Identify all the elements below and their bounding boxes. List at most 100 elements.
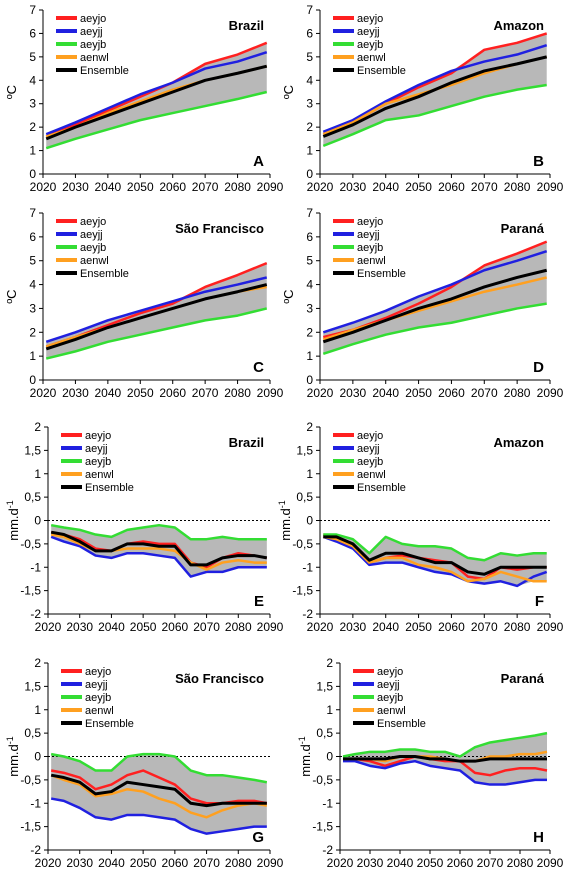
- envelope-band: [51, 754, 267, 834]
- y-tick-label: 5: [29, 50, 36, 64]
- panel-letter: D: [533, 359, 544, 376]
- y-tick-label: -1,5: [20, 584, 41, 598]
- x-tick-label: 2090: [537, 856, 564, 870]
- y-tick-label: 2: [306, 120, 313, 134]
- x-tick-label: 2050: [405, 620, 432, 634]
- legend-label-aeyjo: aeyjo: [80, 13, 106, 25]
- x-tick-label: 2090: [537, 386, 564, 400]
- y-tick-label: 1: [306, 349, 313, 363]
- y-tick-label: -0,5: [312, 773, 333, 787]
- y-tick-label: -1: [302, 560, 313, 574]
- legend-label-aeyjb: aeyjb: [85, 692, 111, 704]
- panel-a: 0 1 2 3 4 5 6 7 2020 2030 2040 2050 2060 2070 2080 2090…: [4, 3, 284, 194]
- y-axis-label: ºC: [4, 289, 19, 303]
- x-tick-label: 2050: [130, 856, 157, 870]
- y-tick-label: 1: [34, 467, 41, 481]
- y-tick-label: -1,5: [312, 820, 333, 834]
- x-tick-label: 2090: [257, 386, 284, 400]
- series-line-aeyjb: [45, 90, 268, 150]
- legend-label-aeyjj: aeyjj: [85, 443, 108, 455]
- x-tick-label: 2080: [225, 856, 252, 870]
- series-line-ensemble: [50, 530, 268, 567]
- y-tick-label: 2: [29, 120, 36, 134]
- x-tick-label: 2090: [537, 180, 564, 194]
- legend-label-aeyjj: aeyjj: [357, 229, 380, 241]
- y-tick-label: 3: [306, 301, 313, 315]
- panel-letter: F: [535, 593, 544, 610]
- series-line-aenwl: [322, 276, 548, 341]
- y-tick-label: 0: [306, 373, 313, 387]
- x-tick-label: 2020: [30, 180, 57, 194]
- y-tick-label: 1: [29, 349, 36, 363]
- y-tick-label: -1,5: [20, 820, 41, 834]
- panel-letter: A: [253, 153, 264, 170]
- x-tick-label: 2060: [447, 856, 474, 870]
- series-line-aeyjb: [50, 523, 267, 541]
- legend-label-ensemble: Ensemble: [357, 65, 406, 77]
- y-tick-label: 4: [29, 73, 36, 87]
- x-tick-label: 2020: [35, 856, 62, 870]
- y-tick-label: -1: [322, 796, 333, 810]
- series-line-aeyjj: [50, 797, 267, 835]
- x-tick-label: 2050: [405, 386, 432, 400]
- x-tick-label: 2030: [340, 386, 367, 400]
- x-tick-label: 2080: [504, 386, 531, 400]
- x-tick-label: 2020: [307, 620, 334, 634]
- region-title: São Francisco: [175, 221, 264, 236]
- x-tick-label: 2070: [193, 856, 220, 870]
- x-tick-label: 2040: [95, 180, 122, 194]
- x-tick-label: 2040: [95, 386, 122, 400]
- legend-label-ensemble: Ensemble: [85, 718, 134, 730]
- legend-label-aenwl: aenwl: [85, 469, 114, 481]
- legend-label-aenwl: aenwl: [357, 255, 386, 267]
- x-tick-label: 2090: [257, 856, 284, 870]
- x-tick-label: 2030: [62, 386, 89, 400]
- panel-d: 0 1 2 3 4 5 6 7 2020 2030 2040 2050 2060 2070 2080 2090…: [281, 206, 564, 400]
- y-tick-label: -1: [30, 560, 41, 574]
- x-tick-label: 2040: [372, 386, 399, 400]
- y-tick-label: 1,5: [24, 443, 41, 457]
- legend-label-aeyjo: aeyjo: [80, 216, 106, 228]
- y-tick-label: 1: [326, 703, 333, 717]
- legend-label-aeyjo: aeyjo: [357, 430, 383, 442]
- series-line-ensemble: [45, 283, 268, 351]
- panel-letter: C: [253, 359, 264, 376]
- y-tick-label: 0: [306, 167, 313, 181]
- x-tick-label: 2030: [340, 620, 367, 634]
- envelope-band: [323, 241, 547, 354]
- y-tick-label: 0: [34, 750, 41, 764]
- x-tick-label: 2070: [471, 386, 498, 400]
- legend-label-aeyjo: aeyjo: [357, 13, 383, 25]
- panel-c: 0 1 2 3 4 5 6 7 2020 2030 2040 2050 2060 2070 2080 2090…: [4, 206, 284, 400]
- x-tick-label: 2080: [224, 180, 251, 194]
- series-line-aeyjj: [45, 50, 268, 136]
- y-axis-label: ºC: [281, 85, 296, 99]
- x-tick-label: 2070: [477, 856, 504, 870]
- x-tick-label: 2050: [405, 180, 432, 194]
- panel-letter: H: [533, 829, 544, 846]
- panel-g: -2 -1,5 -1 -0,5 0 0,5 1 1,5 2 2020 2030 2040 2050 206…: [5, 656, 284, 870]
- legend-label-aeyjb: aeyjb: [80, 39, 106, 51]
- panel-letter: B: [533, 153, 544, 170]
- series-line-aeyjj: [322, 249, 548, 334]
- legend-label-aenwl: aenwl: [80, 255, 109, 267]
- y-tick-label: 2: [34, 656, 41, 670]
- y-tick-label: 4: [306, 73, 313, 87]
- legend-label-aeyjj: aeyjj: [80, 26, 103, 38]
- series-line-aeyjj: [322, 535, 548, 588]
- y-tick-label: 2: [326, 656, 333, 670]
- legend-label-aeyjo: aeyjo: [85, 666, 111, 678]
- y-tick-label: 1: [306, 467, 313, 481]
- y-tick-label: -2: [30, 843, 41, 857]
- panel-e: -2 -1,5 -1 -0,5 0 0,5 1 1,5 2 2020 2030 2040 2050 206…: [5, 420, 284, 634]
- y-tick-label: 1: [306, 144, 313, 158]
- panel-letter: E: [254, 593, 264, 610]
- y-tick-label: -2: [302, 607, 313, 621]
